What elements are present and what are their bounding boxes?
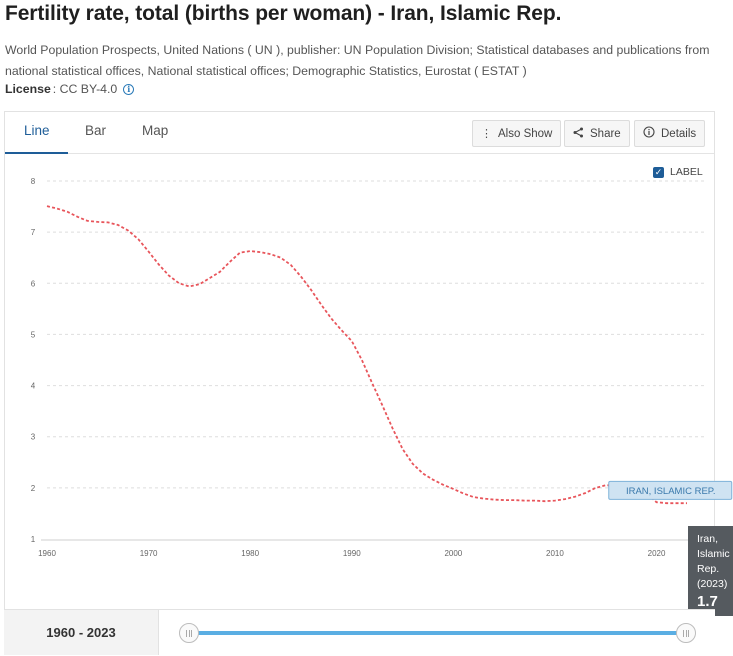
active-tab-indicator	[5, 152, 68, 154]
tab-line[interactable]: Line	[24, 123, 50, 138]
also-show-button[interactable]: ⋮ Also Show	[472, 120, 562, 147]
x-tick-label: 2020	[648, 549, 666, 558]
info-circle-icon	[643, 126, 655, 141]
source-text: World Population Prospects, United Natio…	[5, 43, 710, 78]
x-tick-label: 1960	[38, 549, 56, 558]
y-tick-label: 7	[31, 228, 36, 237]
details-button[interactable]: Details	[634, 120, 706, 147]
tooltip-value: 1.7	[697, 593, 718, 610]
share-button[interactable]: Share	[564, 120, 630, 147]
y-tick-label: 4	[31, 382, 36, 391]
also-show-label: Also Show	[498, 127, 553, 140]
x-tick-label: 2010	[546, 549, 564, 558]
page-title: Fertility rate, total (births per woman)…	[5, 2, 562, 25]
chart-tabs: Line Bar Map ⋮ Also Show Share Details	[5, 112, 714, 154]
chart-panel: Line Bar Map ⋮ Also Show Share Details ✓…	[4, 111, 715, 655]
value-tooltip: Iran, Islamic Rep. (2023) 1.7	[688, 526, 733, 616]
x-tick-label: 1980	[241, 549, 259, 558]
tab-map[interactable]: Map	[142, 123, 169, 138]
series-label-box	[608, 480, 733, 500]
year-range-slider[interactable]	[189, 631, 687, 635]
share-icon	[573, 127, 584, 141]
share-label: Share	[590, 127, 621, 140]
year-range-label: 1960 - 2023	[4, 610, 159, 655]
x-tick-label: 1970	[140, 549, 158, 558]
line-chart: 1 2 3 4 5 6 7 8 1960 1970 1980 1990 2000 2010 2020 IRAN…	[31, 177, 733, 558]
y-tick-label: 2	[31, 484, 36, 493]
x-tick-label: 2000	[444, 549, 462, 558]
license-label: License	[5, 82, 51, 96]
y-tick-label: 3	[31, 433, 36, 442]
y-tick-label: 8	[31, 177, 36, 186]
range-end-handle[interactable]	[676, 623, 696, 643]
checkbox-checked-icon[interactable]: ✓	[653, 166, 664, 178]
more-vertical-icon: ⋮	[481, 128, 492, 140]
tab-bar[interactable]: Bar	[85, 123, 107, 138]
series-label: IRAN, ISLAMIC REP.	[626, 486, 716, 497]
info-icon[interactable]: i	[123, 83, 135, 95]
label-toggle[interactable]: ✓ LABEL	[653, 166, 703, 178]
label-toggle-text: LABEL	[670, 166, 703, 178]
details-label: Details	[661, 127, 697, 140]
license: License : CC BY-4.0 i	[5, 82, 135, 96]
range-start-handle[interactable]	[179, 623, 199, 643]
grip-icon	[683, 629, 689, 637]
y-tick-label: 6	[31, 279, 36, 288]
license-value: : CC BY-4.0	[52, 82, 118, 96]
y-tick-label: 5	[31, 330, 36, 339]
grip-icon	[186, 629, 192, 637]
year-range-bar: 1960 - 2023	[4, 609, 715, 655]
y-tick-label: 1	[31, 535, 36, 544]
series-line	[46, 205, 687, 505]
tooltip-name: Iran, Islamic Rep. (2023)	[697, 533, 730, 590]
x-tick-label: 1990	[343, 549, 361, 558]
